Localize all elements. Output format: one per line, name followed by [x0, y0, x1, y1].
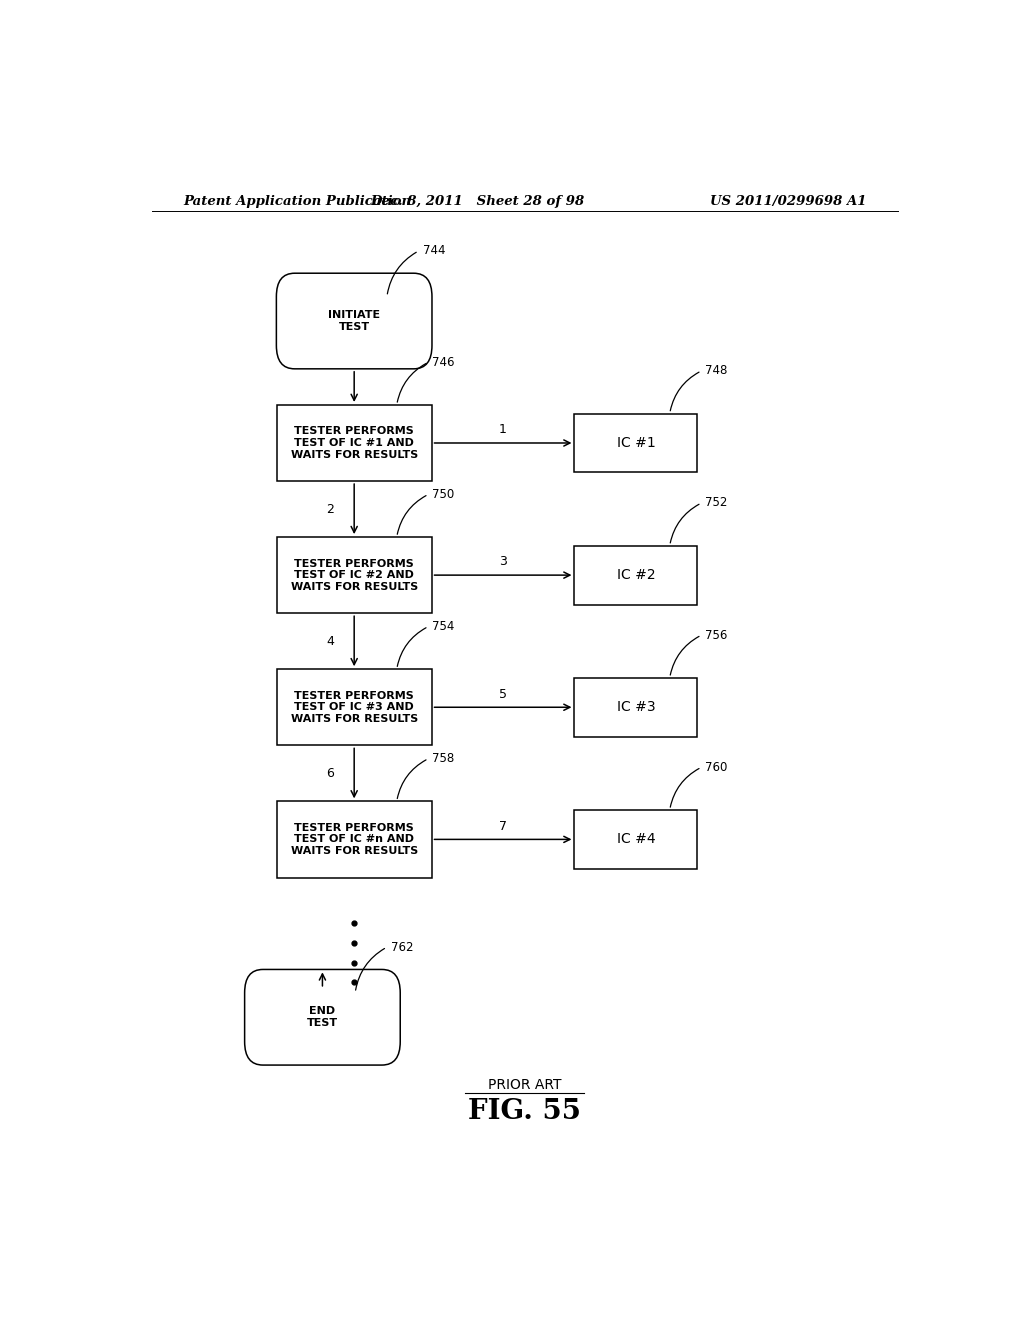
FancyBboxPatch shape	[574, 545, 697, 605]
FancyBboxPatch shape	[574, 810, 697, 869]
FancyBboxPatch shape	[276, 273, 432, 368]
Text: FIG. 55: FIG. 55	[468, 1098, 582, 1125]
FancyBboxPatch shape	[276, 801, 431, 878]
Text: 744: 744	[423, 244, 445, 257]
FancyBboxPatch shape	[574, 413, 697, 473]
Text: 746: 746	[432, 355, 455, 368]
Text: US 2011/0299698 A1: US 2011/0299698 A1	[710, 194, 866, 207]
FancyBboxPatch shape	[276, 537, 431, 614]
Text: IC #2: IC #2	[616, 568, 655, 582]
FancyBboxPatch shape	[574, 677, 697, 737]
Text: 5: 5	[499, 688, 507, 701]
Text: 3: 3	[499, 556, 507, 569]
Text: END
TEST: END TEST	[307, 1006, 338, 1028]
Text: IC #1: IC #1	[616, 436, 655, 450]
FancyBboxPatch shape	[276, 669, 431, 746]
Text: TESTER PERFORMS
TEST OF IC #n AND
WAITS FOR RESULTS: TESTER PERFORMS TEST OF IC #n AND WAITS …	[291, 822, 418, 855]
Text: TESTER PERFORMS
TEST OF IC #3 AND
WAITS FOR RESULTS: TESTER PERFORMS TEST OF IC #3 AND WAITS …	[291, 690, 418, 723]
Text: 752: 752	[706, 496, 728, 510]
Text: Patent Application Publication: Patent Application Publication	[183, 194, 412, 207]
Text: IC #3: IC #3	[616, 700, 655, 714]
Text: 6: 6	[327, 767, 334, 780]
Text: 748: 748	[706, 364, 728, 378]
Text: TESTER PERFORMS
TEST OF IC #2 AND
WAITS FOR RESULTS: TESTER PERFORMS TEST OF IC #2 AND WAITS …	[291, 558, 418, 591]
FancyBboxPatch shape	[276, 405, 431, 480]
Text: Dec. 8, 2011   Sheet 28 of 98: Dec. 8, 2011 Sheet 28 of 98	[370, 194, 585, 207]
Text: 762: 762	[391, 941, 414, 953]
Text: 4: 4	[327, 635, 334, 648]
Text: 1: 1	[499, 424, 507, 437]
Text: 750: 750	[432, 488, 455, 500]
Text: TESTER PERFORMS
TEST OF IC #1 AND
WAITS FOR RESULTS: TESTER PERFORMS TEST OF IC #1 AND WAITS …	[291, 426, 418, 459]
FancyBboxPatch shape	[245, 969, 400, 1065]
Text: 7: 7	[499, 820, 507, 833]
Text: IC #4: IC #4	[616, 833, 655, 846]
Text: 2: 2	[327, 503, 334, 516]
Text: PRIOR ART: PRIOR ART	[488, 1078, 561, 1093]
Text: 760: 760	[706, 760, 728, 774]
Text: 754: 754	[432, 620, 455, 634]
Text: INITIATE
TEST: INITIATE TEST	[328, 310, 380, 331]
Text: 758: 758	[432, 752, 455, 766]
Text: 756: 756	[706, 628, 728, 642]
